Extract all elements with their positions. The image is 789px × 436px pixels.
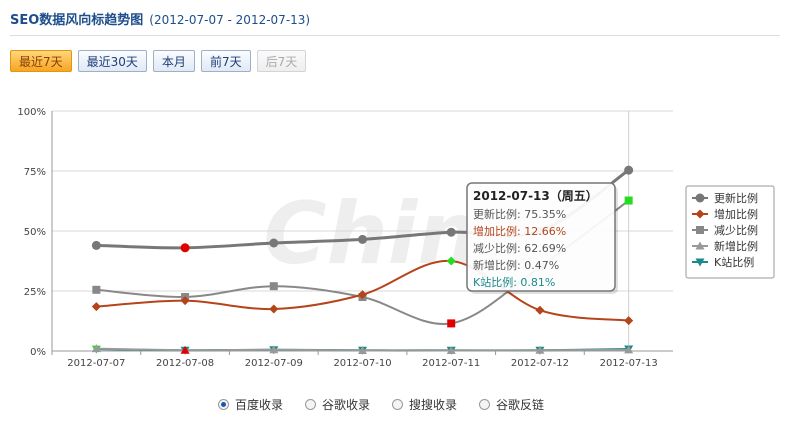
last-30-days-button[interactable]: 最近30天: [77, 50, 147, 72]
y-tick-label: 0%: [30, 347, 46, 358]
data-point: [91, 302, 101, 312]
radio-baidu[interactable]: 百度收录: [218, 396, 283, 413]
data-point: [91, 344, 101, 353]
last-7-days-button[interactable]: 最近7天: [10, 50, 72, 72]
data-point: [180, 243, 190, 253]
data-point: [92, 285, 101, 294]
data-point: [535, 345, 545, 354]
x-tick-label: 2012-07-07: [67, 358, 125, 369]
radio-google-index[interactable]: 谷歌收录: [305, 396, 370, 413]
data-point: [358, 290, 367, 300]
legend-label: 更新比例: [714, 191, 758, 205]
tooltip-row: 减少比例: 62.69%: [473, 241, 566, 255]
data-point: [624, 165, 634, 175]
data-point: [180, 296, 190, 306]
radio-dot[interactable]: [479, 399, 491, 410]
source-radio-group: 百度收录 谷歌收录 搜搜收录 谷歌反链: [218, 396, 544, 413]
range-button-bar: 最近7天 最近30天 本月 前7天 后7天: [10, 50, 307, 72]
legend-marker: [696, 226, 704, 234]
tooltip-box: [466, 182, 616, 292]
data-point: [624, 345, 634, 354]
page-title: SEO数据风向标趋势图: [10, 13, 144, 28]
tooltip-row: 新增比例: 0.47%: [473, 258, 559, 272]
tooltip-row: 更新比例: 75.35%: [473, 207, 566, 221]
data-point: [446, 227, 456, 237]
x-tick-label: 2012-07-12: [511, 358, 569, 369]
radio-dot[interactable]: [305, 399, 317, 410]
legend-marker: [695, 258, 705, 267]
tooltip-row: K站比例: 0.81%: [473, 275, 555, 289]
legend-label: 新增比例: [714, 239, 758, 253]
legend-marker: [695, 241, 705, 250]
radio-dot[interactable]: [218, 399, 229, 410]
data-point: [269, 304, 279, 314]
previous-7-days-button[interactable]: 前7天: [200, 50, 251, 72]
legend-label: 减少比例: [714, 223, 758, 237]
data-point: [180, 345, 190, 354]
this-month-button[interactable]: 本月: [152, 50, 195, 72]
radio-soso[interactable]: 搜搜收录: [392, 396, 457, 413]
x-tick-label: 2012-07-10: [333, 358, 391, 369]
y-tick-label: 25%: [24, 287, 46, 298]
radio-google-backlinks[interactable]: 谷歌反链: [479, 396, 544, 413]
legend-box: [685, 185, 775, 279]
radio-dot[interactable]: [392, 399, 404, 410]
y-tick-label: 75%: [24, 167, 46, 178]
data-point: [535, 305, 545, 315]
data-point: [358, 234, 367, 244]
next-7-days-button[interactable]: 后7天: [256, 50, 307, 72]
date-range: (2012-07-07 - 2012-07-13): [149, 13, 311, 27]
data-point: [269, 238, 279, 248]
radio-label: 谷歌收录: [322, 398, 371, 412]
legend-label: 增加比例: [714, 207, 758, 221]
chart-header: SEO数据风向标趋势图 (2012-07-07 - 2012-07-13): [10, 9, 780, 36]
legend-marker: [695, 209, 705, 219]
data-point: [624, 196, 633, 205]
data-point: [446, 256, 456, 266]
radio-label: 搜搜收录: [409, 398, 458, 412]
y-tick-label: 50%: [24, 227, 46, 238]
x-tick-label: 2012-07-13: [600, 358, 658, 369]
x-tick-label: 2012-07-11: [422, 358, 480, 369]
legend-label: K站比例: [714, 255, 754, 269]
y-tick-label: 100%: [17, 107, 46, 118]
data-point: [447, 319, 456, 328]
data-point: [624, 316, 634, 326]
data-point: [91, 240, 101, 250]
radio-label: 谷歌反链: [496, 398, 545, 412]
radio-label: 百度收录: [235, 398, 284, 412]
legend-marker: [695, 193, 705, 203]
x-tick-label: 2012-07-09: [245, 358, 303, 369]
data-point: [446, 346, 456, 355]
tooltip-row: 增加比例: 12.66%: [473, 224, 566, 238]
data-point: [358, 346, 367, 355]
tooltip-title: 2012-07-13（周五）: [473, 188, 598, 203]
data-point: [269, 345, 279, 354]
x-tick-label: 2012-07-08: [156, 358, 214, 369]
data-point: [269, 282, 278, 291]
